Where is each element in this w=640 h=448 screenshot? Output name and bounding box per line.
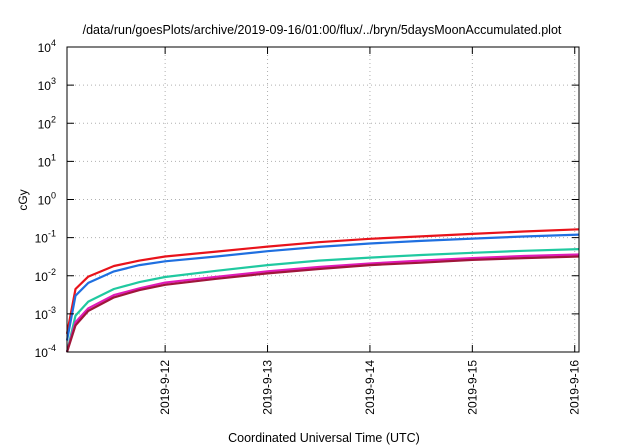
grid-lines — [67, 47, 579, 352]
x-tick-label: 2019-9-16 — [568, 360, 582, 415]
series-line-2 — [65, 233, 580, 341]
series-line-4 — [65, 253, 580, 353]
axes: 10-4 10-3 10-2 10-1 100 101 102 103 104 2019-9-12… — [35, 38, 582, 415]
y-tick-label: 104 — [38, 38, 56, 55]
x-tick-label: 2019-9-14 — [363, 360, 377, 415]
y-tick-label: 10-1 — [35, 229, 56, 246]
series-line-3 — [65, 248, 580, 353]
y-tick-label: 10-3 — [35, 305, 56, 322]
chart-title: /data/run/goesPlots/archive/2019-09-16/0… — [83, 23, 562, 37]
x-tick-label: 2019-9-13 — [261, 360, 275, 415]
x-axis-label: Coordinated Universal Time (UTC) — [228, 431, 420, 445]
y-tick-label: 101 — [38, 152, 56, 169]
y-axis-label: cGy — [16, 189, 30, 210]
y-tick-label: 10-2 — [35, 267, 56, 284]
y-tick-label: 10-4 — [35, 343, 56, 360]
y-tick-label: 103 — [38, 76, 56, 93]
y-tick-label: 100 — [38, 191, 56, 208]
series-line-5 — [65, 255, 580, 353]
series-line-1 — [65, 228, 580, 335]
x-tick-label: 2019-9-12 — [158, 360, 172, 415]
y-tick-label: 102 — [38, 114, 56, 131]
x-tick-label: 2019-9-15 — [465, 360, 479, 415]
series-layer — [65, 228, 580, 353]
